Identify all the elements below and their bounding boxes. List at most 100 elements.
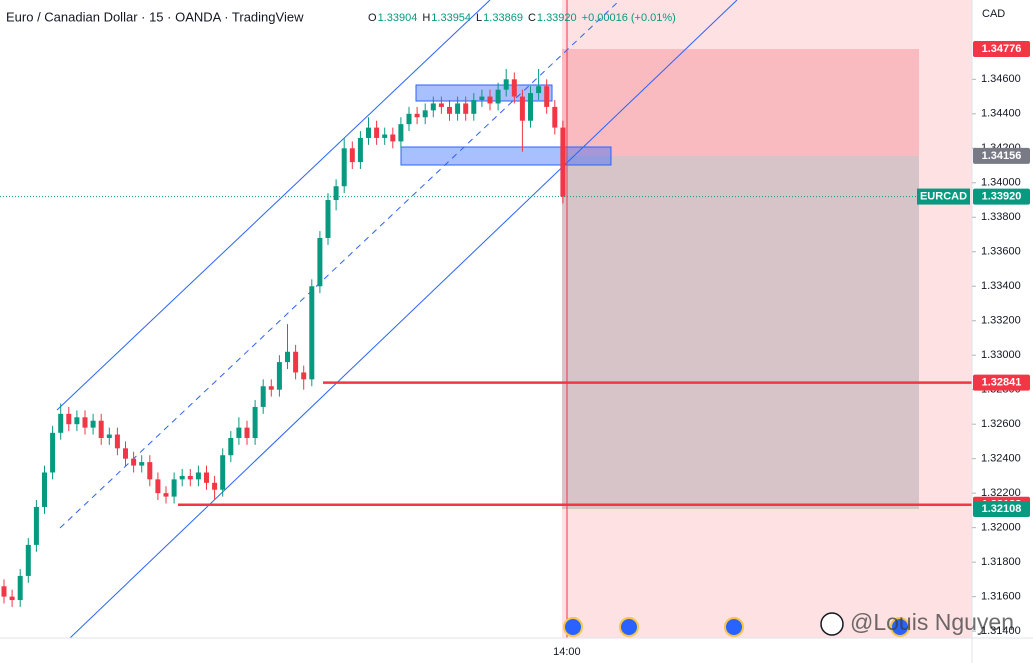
y-tick-label: 1.32200 xyxy=(981,487,1021,499)
candle-body xyxy=(414,113,420,118)
candle-body xyxy=(179,475,185,480)
candle-body xyxy=(519,96,525,121)
event-icon[interactable] xyxy=(619,617,639,637)
candle-body xyxy=(528,93,533,121)
supply-box xyxy=(415,84,553,102)
price-tag xyxy=(973,501,1030,518)
y-tick-label: 1.31800 xyxy=(981,556,1021,568)
y-tick-label: 1.34400 xyxy=(981,108,1021,120)
readout-value: 1.33954 xyxy=(431,12,471,24)
candle-body xyxy=(17,575,23,601)
candle-body xyxy=(398,124,404,142)
candle-body xyxy=(479,96,485,101)
stop-zone xyxy=(562,48,919,156)
price-tag-label: 1.32108 xyxy=(982,503,1022,515)
readout-value: 1.33920 xyxy=(537,12,577,24)
candle-body xyxy=(366,127,371,138)
event-icon[interactable] xyxy=(890,617,910,637)
readout-change: +0.00016 (+0.01%) xyxy=(582,12,676,24)
candle-body xyxy=(268,386,274,390)
candle-body xyxy=(487,96,493,104)
candle-body xyxy=(317,237,323,287)
candle-body xyxy=(374,127,380,138)
candle-body xyxy=(187,475,193,480)
symbol-tag-label: EURCAD xyxy=(920,190,967,202)
target-zone xyxy=(562,155,919,510)
candle-body xyxy=(357,137,363,163)
candle-body xyxy=(155,479,161,494)
candle-body xyxy=(58,413,64,433)
watermark: @Louis Nguyen xyxy=(850,609,1014,635)
candle-body xyxy=(98,420,104,438)
y-tick-label: 1.34600 xyxy=(981,73,1021,85)
y-tick-label: 1.31600 xyxy=(981,591,1021,603)
candle-body xyxy=(471,100,477,114)
candle-body xyxy=(293,351,299,373)
channel-middle xyxy=(59,0,621,529)
position-background xyxy=(562,0,972,638)
candle-body xyxy=(276,362,282,390)
price-tag-label: 1.33920 xyxy=(982,190,1022,202)
price-tag xyxy=(973,374,1030,391)
candle-body xyxy=(285,351,290,363)
candle-body xyxy=(447,106,452,114)
y-tick-label: 1.34000 xyxy=(981,177,1021,189)
candle-body xyxy=(495,89,501,104)
ohlc-readout: O 1.33904 H 1.33954 L 1.33869 C 1.33920 +0.00016… xyxy=(368,12,676,24)
candle-body xyxy=(82,417,88,428)
candle-body xyxy=(325,200,331,238)
y-tick-label: 1.33000 xyxy=(981,349,1021,361)
candles xyxy=(1,68,566,607)
candle-body xyxy=(244,427,250,438)
candle-body xyxy=(114,434,120,449)
candle-body xyxy=(536,86,542,94)
candle-body xyxy=(163,493,169,497)
candle-body xyxy=(552,106,558,128)
candle-body xyxy=(406,113,412,125)
candle-body xyxy=(341,148,347,187)
candle-body xyxy=(139,462,145,466)
candle-body xyxy=(438,103,444,107)
y-tick-label: 1.33200 xyxy=(981,315,1021,327)
candle-body xyxy=(503,79,509,90)
candle-body xyxy=(9,596,15,601)
event-icons xyxy=(563,612,910,637)
candle-body xyxy=(66,413,72,425)
price-tag-label: 1.32841 xyxy=(982,377,1022,389)
event-icon[interactable] xyxy=(724,617,744,637)
demand-box xyxy=(400,146,612,166)
channel-upper xyxy=(56,0,491,411)
readout-key: L xyxy=(476,12,482,24)
candle-body xyxy=(309,286,315,380)
candle-body xyxy=(430,103,436,111)
candle-body xyxy=(74,417,80,425)
candle-body xyxy=(544,86,550,107)
chart-title: Euro / Canadian Dollar · 15 · OANDA · Tr… xyxy=(6,9,304,24)
candle-body xyxy=(204,472,209,483)
y-tick-label: 1.32000 xyxy=(981,522,1021,534)
candle-body xyxy=(220,455,226,490)
candle-body xyxy=(1,586,7,597)
candle-body xyxy=(455,103,461,114)
candle-body xyxy=(463,103,469,114)
y-tick-label: 1.31400 xyxy=(981,625,1021,637)
levels: EURCAD xyxy=(0,188,972,506)
price-tag-label: 1.34776 xyxy=(982,43,1022,55)
candle-body xyxy=(333,186,339,201)
readout-value: 1.33869 xyxy=(483,12,523,24)
candle-body xyxy=(42,472,47,507)
price-tag xyxy=(973,188,1030,205)
price-tag xyxy=(973,40,1030,57)
price-axis xyxy=(972,0,1033,663)
zones xyxy=(562,0,972,638)
candle-body xyxy=(236,427,242,438)
candle-body xyxy=(301,372,307,380)
candle-body xyxy=(90,420,96,428)
candle-body xyxy=(260,386,266,407)
candle-body xyxy=(106,434,112,438)
readout-key: O xyxy=(368,12,377,24)
symbol-tag xyxy=(917,188,970,205)
y-tick-label: 1.33800 xyxy=(981,211,1021,223)
event-icon[interactable] xyxy=(563,617,583,637)
